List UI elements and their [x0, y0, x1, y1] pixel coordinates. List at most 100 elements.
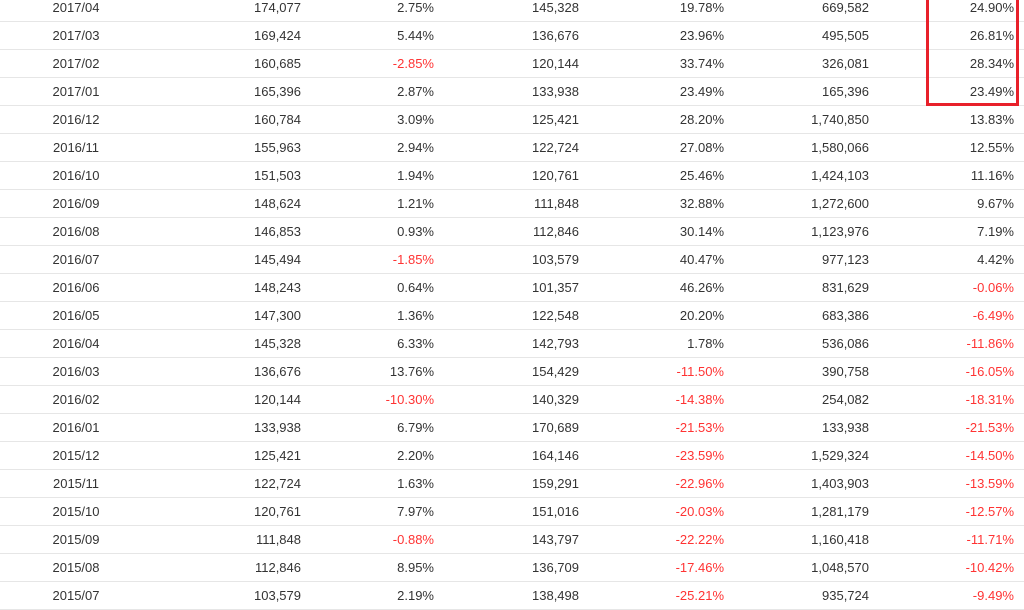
cell-value-1: 120,761: [254, 504, 301, 519]
cell-cumulative-change: 4.42%: [977, 252, 1014, 267]
cell-change-1: -1.85%: [392, 252, 434, 267]
cell-cumulative-change: -18.31%: [965, 392, 1014, 407]
cell-value-2: 138,498: [532, 588, 579, 603]
cell-value-1: 125,421: [254, 448, 301, 463]
cell-cumulative-change: -11.86%: [966, 336, 1014, 351]
cell-cumulative-change: 13.83%: [969, 112, 1014, 127]
cell-value-2: 120,144: [532, 56, 579, 71]
cell-value-1: 122,724: [254, 476, 301, 491]
cell-cumulative: 1,048,570: [811, 560, 869, 575]
table-row: 2016/05 147,300 1.36% 122,548 20.20% 683,386 -…: [0, 302, 1024, 330]
cell-value-1: 112,846: [254, 560, 301, 575]
cell-value-1: 103,579: [254, 588, 301, 603]
cell-value-1: 146,853: [254, 224, 301, 239]
cell-cumulative: 669,582: [822, 0, 869, 15]
cell-change-1: 6.79%: [397, 420, 434, 435]
cell-cumulative: 1,272,600: [811, 196, 869, 211]
cell-value-1: 155,963: [254, 140, 301, 155]
cell-period: 2015/12: [52, 448, 100, 463]
cell-change-2: 25.46%: [679, 168, 724, 183]
cell-change-1: 0.93%: [397, 224, 434, 239]
cell-change-2: -20.03%: [675, 504, 724, 519]
table-row: 2016/06 148,243 0.64% 101,357 46.26% 831,629 -…: [0, 274, 1024, 302]
cell-cumulative-change: -16.05%: [965, 364, 1014, 379]
cell-cumulative: 495,505: [822, 28, 869, 43]
cell-change-2: 19.78%: [679, 0, 724, 15]
cell-cumulative-change: -0.06%: [972, 280, 1014, 295]
cell-change-1: 0.64%: [397, 280, 434, 295]
cell-change-2: 20.20%: [679, 308, 724, 323]
cell-change-2: 28.20%: [679, 112, 724, 127]
cell-cumulative-change: 12.55%: [969, 140, 1014, 155]
cell-period: 2016/12: [52, 112, 100, 127]
table-row: 2015/09 111,848 -0.88% 143,797 -22.22% 1,160,…: [0, 526, 1024, 554]
cell-value-1: 133,938: [254, 420, 301, 435]
cell-change-1: -10.30%: [385, 392, 434, 407]
cell-cumulative-change: -6.49%: [972, 308, 1014, 323]
table-row: 2016/09 148,624 1.21% 111,848 32.88% 1,272,60…: [0, 190, 1024, 218]
cell-change-2: 33.74%: [679, 56, 724, 71]
cell-cumulative-change: -9.49%: [972, 588, 1014, 603]
table-row: 2016/02 120,144 -10.30% 140,329 -14.38% 254,0…: [0, 386, 1024, 414]
cell-value-1: 145,328: [254, 336, 301, 351]
cell-period: 2016/09: [52, 196, 100, 211]
cell-cumulative-change: -13.59%: [965, 476, 1014, 491]
cell-period: 2016/01: [52, 420, 100, 435]
cell-change-2: -11.50%: [676, 364, 724, 379]
table-row: 2016/03 136,676 13.76% 154,429 -11.50% 390,75…: [0, 358, 1024, 386]
cell-value-2: 142,793: [532, 336, 579, 351]
cell-value-2: 125,421: [532, 112, 579, 127]
cell-change-2: 40.47%: [679, 252, 724, 267]
cell-value-2: 122,724: [532, 140, 579, 155]
cell-cumulative-change: 9.67%: [977, 196, 1014, 211]
table-row: 2015/08 112,846 8.95% 136,709 -17.46% 1,048,5…: [0, 554, 1024, 582]
cell-value-2: 136,709: [532, 560, 579, 575]
cell-cumulative-change: -12.57%: [965, 504, 1014, 519]
cell-value-2: 145,328: [532, 0, 579, 15]
cell-change-1: 6.33%: [397, 336, 434, 351]
cell-cumulative-change: -14.50%: [965, 448, 1014, 463]
cell-period: 2017/03: [52, 28, 100, 43]
table-row: 2017/01 165,396 2.87% 133,938 23.49% 165,396 2…: [0, 78, 1024, 106]
cell-change-1: 5.44%: [397, 28, 434, 43]
cell-change-2: 23.96%: [679, 28, 724, 43]
cell-cumulative-change: -21.53%: [965, 420, 1014, 435]
cell-cumulative-change: -10.42%: [965, 560, 1014, 575]
cell-change-1: 1.94%: [397, 168, 434, 183]
cell-value-2: 154,429: [532, 364, 579, 379]
cell-value-1: 148,243: [254, 280, 301, 295]
cell-value-1: 120,144: [254, 392, 301, 407]
cell-cumulative: 1,123,976: [811, 224, 869, 239]
table-row: 2015/12 125,421 2.20% 164,146 -23.59% 1,529,3…: [0, 442, 1024, 470]
cell-change-2: 1.78%: [687, 336, 724, 351]
cell-value-2: 120,761: [532, 168, 579, 183]
cell-change-1: 2.19%: [397, 588, 434, 603]
cell-period: 2017/04: [52, 0, 100, 15]
cell-value-1: 174,077: [254, 0, 301, 15]
cell-value-2: 133,938: [532, 84, 579, 99]
cell-change-1: 3.09%: [397, 112, 434, 127]
cell-value-2: 151,016: [532, 504, 579, 519]
cell-cumulative: 536,086: [822, 336, 869, 351]
cell-value-2: 101,357: [532, 280, 579, 295]
cell-value-1: 111,848: [255, 532, 301, 547]
cell-value-1: 160,685: [254, 56, 301, 71]
cell-cumulative: 1,424,103: [811, 168, 869, 183]
table-row: 2015/07 103,579 2.19% 138,498 -25.21% 935,724…: [0, 582, 1024, 610]
cell-change-2: -14.38%: [675, 392, 724, 407]
table-row: 2017/04 174,077 2.75% 145,328 19.78% 669,582 2…: [0, 0, 1024, 22]
cell-period: 2016/04: [52, 336, 100, 351]
table-row: 2016/11 155,963 2.94% 122,724 27.08% 1,580,06…: [0, 134, 1024, 162]
cell-cumulative: 1,529,324: [811, 448, 869, 463]
cell-change-2: 30.14%: [679, 224, 724, 239]
cell-cumulative: 1,740,850: [811, 112, 869, 127]
cell-change-1: 1.63%: [397, 476, 434, 491]
cell-cumulative-change: 28.34%: [969, 56, 1014, 71]
cell-period: 2016/02: [52, 392, 100, 407]
cell-cumulative: 390,758: [822, 364, 869, 379]
table-row: 2015/10 120,761 7.97% 151,016 -20.03% 1,281,1…: [0, 498, 1024, 526]
cell-change-2: -22.96%: [675, 476, 724, 491]
cell-change-1: 8.95%: [397, 560, 434, 575]
cell-change-1: 1.36%: [397, 308, 434, 323]
cell-cumulative: 326,081: [822, 56, 869, 71]
